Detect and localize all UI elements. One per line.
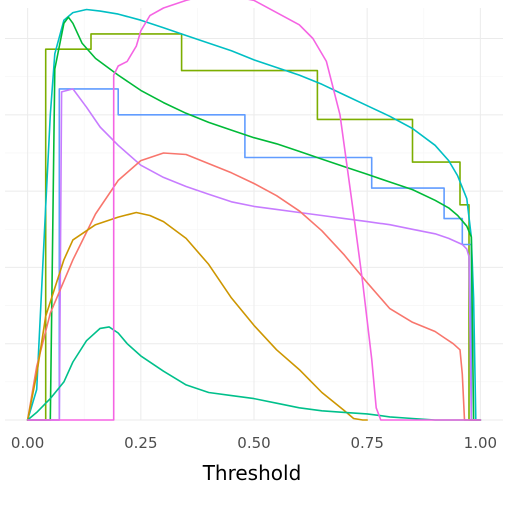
series-line-2: [26, 88, 482, 421]
series-line-5: [26, 88, 482, 421]
series-line-6: [26, 152, 482, 421]
x-tick-label: 1.00: [464, 434, 497, 452]
x-tick-label: 0.25: [124, 434, 157, 452]
series-line-4: [26, 16, 482, 421]
x-tick-label: 0.50: [237, 434, 270, 452]
x-axis-title: Threshold: [202, 461, 302, 485]
series-line-8: [26, 326, 482, 421]
series-line-7: [26, 211, 368, 421]
x-axis-ticks: 0.00 0.25 0.50 0.75 1.00: [11, 434, 497, 452]
x-tick-label: 0.00: [11, 434, 44, 452]
series-line-9: [26, 0, 482, 421]
x-tick-label: 0.75: [350, 434, 383, 452]
series-line-3: [26, 8, 482, 421]
series-group: [26, 0, 482, 421]
